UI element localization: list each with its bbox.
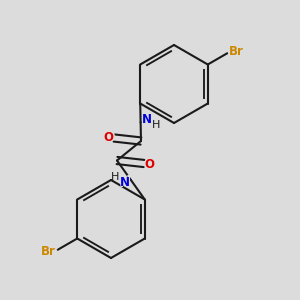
Text: N: N	[119, 175, 131, 190]
Text: O: O	[144, 158, 154, 171]
Text: N: N	[120, 176, 130, 189]
Text: H: H	[152, 120, 160, 130]
Text: Br: Br	[40, 244, 58, 259]
Text: Br: Br	[229, 45, 244, 58]
Text: O: O	[103, 130, 114, 144]
Text: H: H	[111, 172, 119, 182]
Text: O: O	[102, 130, 115, 145]
Text: N: N	[142, 113, 152, 126]
Text: Br: Br	[227, 44, 245, 59]
Text: Br: Br	[41, 245, 56, 258]
Text: N: N	[140, 112, 153, 127]
Text: O: O	[143, 157, 156, 172]
